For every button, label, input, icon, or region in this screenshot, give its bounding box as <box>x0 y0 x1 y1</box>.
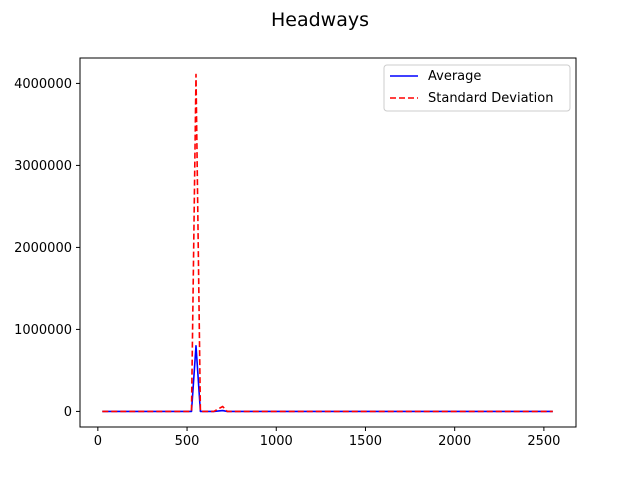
x-tick-label: 1500 <box>349 434 382 449</box>
series-layer <box>102 73 553 413</box>
series-line-average <box>102 344 553 413</box>
y-tick-label: 4000000 <box>14 77 72 92</box>
y-tick-label: 0 <box>64 405 72 420</box>
legend-label-average: Average <box>428 69 481 84</box>
legend: Average Standard Deviation <box>383 64 571 112</box>
y-tick-label: 2000000 <box>14 241 72 256</box>
x-tick-label: 2500 <box>527 434 560 449</box>
x-tick-label: 0 <box>94 434 102 449</box>
y-tick-label: 1000000 <box>14 323 72 338</box>
x-tick-label: 2000 <box>438 434 471 449</box>
chart-title: Headways <box>271 9 369 31</box>
x-tick-label: 1000 <box>260 434 293 449</box>
y-tick-label: 3000000 <box>14 159 72 174</box>
axes-frame <box>79 57 577 428</box>
x-tick-label: 500 <box>175 434 200 449</box>
legend-frame <box>383 64 571 112</box>
legend-label-standard-deviation: Standard Deviation <box>428 91 553 106</box>
series-line-standard-deviation <box>102 73 553 413</box>
axes-layer: 0 500 1000 1500 2000 2500 0 1000000 2000000 30000… <box>14 57 577 449</box>
